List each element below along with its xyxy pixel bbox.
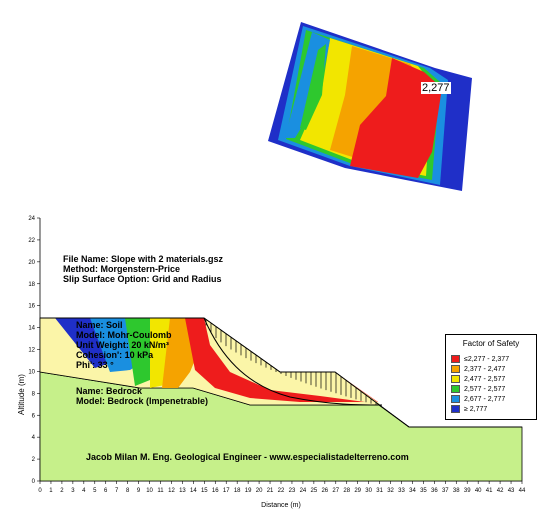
x-tick-label: 14 — [190, 488, 197, 494]
x-tick-label: 29 — [354, 488, 361, 494]
x-tick-label: 30 — [365, 488, 372, 494]
legend-item: ≥ 2,777 — [451, 404, 536, 414]
fos-grid-contour — [268, 22, 472, 191]
x-tick-label: 2 — [60, 488, 64, 494]
x-tick-label: 41 — [486, 488, 493, 494]
x-tick-label: 32 — [387, 488, 394, 494]
x-tick-label: 36 — [431, 488, 438, 494]
soil-properties: Name: Soil Model: Mohr-Coulomb Unit Weig… — [76, 320, 171, 370]
legend-label: 2,377 - 2,477 — [464, 365, 506, 373]
y-axis-label: Altitude (m) — [17, 374, 26, 415]
legend-title: Factor of Safety — [462, 339, 520, 348]
x-tick-label: 40 — [475, 488, 482, 494]
slip-option-text: Slip Surface Option: Grid and Radius — [63, 274, 222, 284]
x-tick-label: 3 — [71, 488, 75, 494]
legend-item: ≤2,277 - 2,377 — [451, 354, 536, 364]
x-tick-label: 20 — [256, 488, 263, 494]
legend-label: ≤2,277 - 2,377 — [464, 355, 510, 363]
legend-label: ≥ 2,777 — [464, 405, 488, 413]
soil-phi: Phi': 33 ° — [76, 360, 114, 370]
x-tick-label: 28 — [343, 488, 350, 494]
x-tick-label: 13 — [179, 488, 186, 494]
y-tick-label: 0 — [32, 479, 36, 485]
x-tick-label: 8 — [126, 488, 130, 494]
soil-name: Name: Soil — [76, 320, 123, 330]
legend-label: 2,577 - 2,577 — [464, 385, 506, 393]
y-tick-label: 20 — [28, 260, 35, 266]
fos-legend: Factor of Safety ≤2,277 - 2,377 2,377 - 2… — [445, 334, 537, 420]
legend-swatch — [451, 365, 460, 373]
soil-unit-weight: Unit Weight: 20 kN/m³ — [76, 340, 169, 350]
min-fos-label: 2,277 — [421, 82, 451, 94]
author-credit: Jacob Milan M. Eng. Geological Engineer … — [86, 452, 409, 462]
critical-slip-surface — [203, 317, 383, 406]
y-tick-label: 6 — [32, 413, 36, 419]
soil-cohesion: Cohesion': 10 kPa — [76, 350, 154, 360]
x-tick-label: 25 — [311, 488, 318, 494]
x-tick-label: 4 — [82, 488, 86, 494]
y-tick-label: 12 — [28, 348, 35, 354]
x-tick-label: 24 — [300, 488, 307, 494]
x-tick-label: 22 — [278, 488, 285, 494]
y-tick-label: 22 — [28, 238, 35, 244]
x-tick-label: 1 — [49, 488, 53, 494]
x-tick-label: 16 — [212, 488, 219, 494]
x-tick-label: 11 — [157, 488, 164, 494]
y-tick-label: 18 — [28, 282, 35, 288]
legend-item: 2,577 - 2,577 — [451, 384, 536, 394]
x-tick-label: 37 — [442, 488, 449, 494]
x-tick-label: 26 — [321, 488, 328, 494]
x-tick-label: 21 — [267, 488, 274, 494]
x-tick-label: 5 — [93, 488, 97, 494]
x-tick-label: 34 — [409, 488, 416, 494]
x-tick-label: 42 — [497, 488, 504, 494]
x-tick-label: 43 — [508, 488, 515, 494]
y-tick-label: 14 — [28, 326, 35, 332]
bedrock-name: Name: Bedrock — [76, 386, 143, 396]
legend-label: 2,477 - 2,577 — [464, 375, 506, 383]
legend-item: 2,677 - 2,777 — [451, 394, 536, 404]
method-text: Method: Morgenstern-Price — [63, 264, 181, 274]
y-tick-label: 8 — [32, 391, 36, 397]
x-tick-label: 27 — [332, 488, 339, 494]
x-tick-label: 38 — [453, 488, 460, 494]
legend-item: 2,377 - 2,477 — [451, 364, 536, 374]
x-tick-label: 18 — [234, 488, 241, 494]
x-tick-label: 35 — [420, 488, 427, 494]
analysis-info: File Name: Slope with 2 materials.gsz Me… — [63, 254, 223, 284]
x-tick-label: 33 — [398, 488, 405, 494]
legend-item: 2,477 - 2,577 — [451, 374, 536, 384]
ground-surface — [40, 317, 522, 428]
y-tick-label: 4 — [32, 435, 36, 441]
x-tick-label: 23 — [289, 488, 296, 494]
x-tick-label: 6 — [104, 488, 108, 494]
legend-swatch — [451, 385, 460, 393]
x-tick-label: 9 — [137, 488, 141, 494]
x-tick-label: 0 — [38, 488, 42, 494]
x-tick-label: 44 — [519, 488, 526, 494]
legend-swatch — [451, 355, 460, 363]
soil-model: Model: Mohr-Coulomb — [76, 330, 172, 340]
legend-swatch — [451, 405, 460, 413]
legend-label: 2,677 - 2,777 — [464, 395, 506, 403]
bedrock-model: Model: Bedrock (Impenetrable) — [76, 396, 209, 406]
x-axis-label: Distance (m) — [261, 502, 301, 509]
x-tick-label: 12 — [168, 488, 175, 494]
x-tick-label: 39 — [464, 488, 471, 494]
legend-swatch — [451, 375, 460, 383]
x-tick-label: 17 — [223, 488, 230, 494]
y-tick-label: 10 — [28, 369, 35, 375]
x-tick-label: 10 — [146, 488, 153, 494]
bedrock-properties: Name: Bedrock Model: Bedrock (Impenetrab… — [76, 386, 208, 406]
x-tick-label: 19 — [245, 488, 252, 494]
y-tick-label: 16 — [28, 304, 35, 310]
x-tick-label: 31 — [376, 488, 383, 494]
file-name-text: File Name: Slope with 2 materials.gsz — [63, 254, 224, 264]
x-tick-label: 15 — [201, 488, 208, 494]
x-tick-label: 7 — [115, 488, 119, 494]
y-tick-label: 2 — [32, 457, 36, 463]
legend-swatch — [451, 395, 460, 403]
y-tick-label: 24 — [28, 216, 35, 222]
